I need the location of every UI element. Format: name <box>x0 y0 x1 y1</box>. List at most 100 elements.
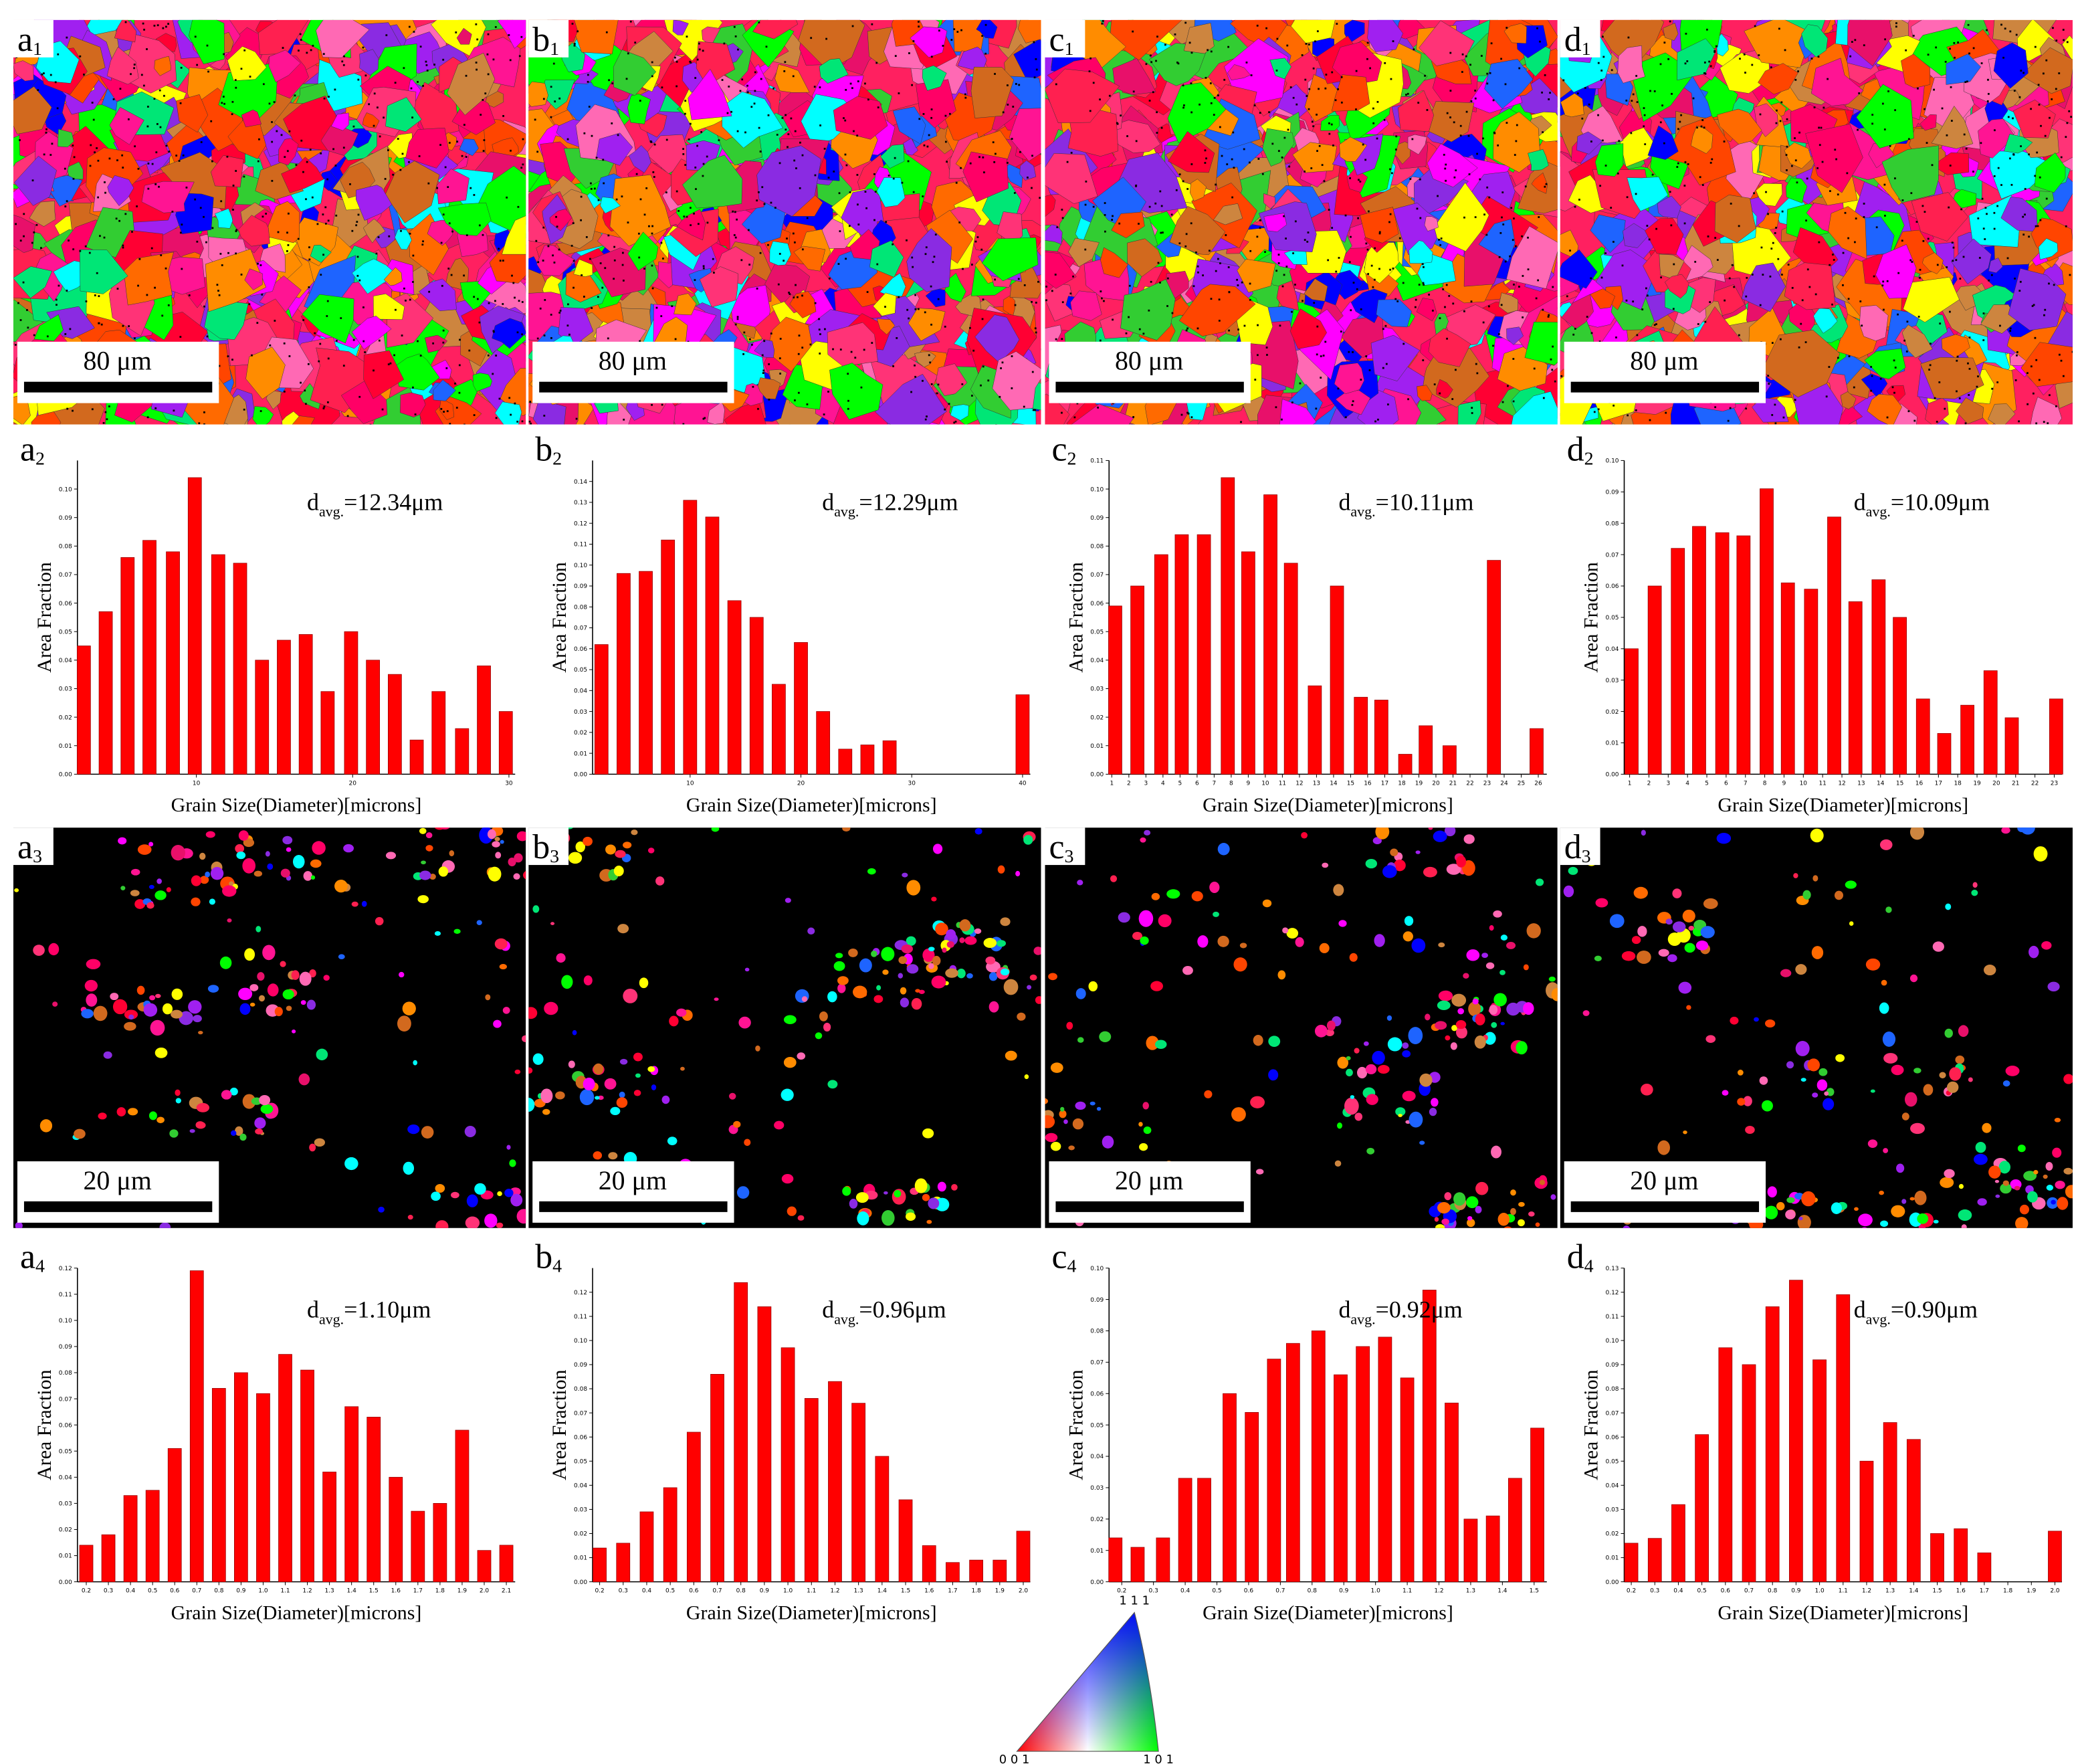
scale-bar-label: 80 μm <box>1115 346 1183 376</box>
unindexed-point <box>1197 271 1199 274</box>
unindexed-point <box>733 234 736 236</box>
grain <box>1657 1140 1670 1155</box>
unindexed-point <box>930 323 932 326</box>
unindexed-point <box>1924 108 1926 110</box>
grain <box>667 1137 678 1146</box>
grain <box>1446 864 1461 875</box>
grain <box>323 975 330 981</box>
grain <box>128 1108 138 1116</box>
grain <box>1035 996 1041 1004</box>
unindexed-point <box>954 420 957 423</box>
grain <box>942 947 947 953</box>
grain <box>359 49 379 76</box>
unindexed-point <box>1185 233 1188 235</box>
unindexed-point <box>1076 402 1079 405</box>
unindexed-point <box>759 151 762 153</box>
unindexed-point <box>1320 377 1322 379</box>
unindexed-point <box>444 166 447 169</box>
unindexed-point <box>1421 263 1424 266</box>
grain <box>881 947 895 961</box>
unindexed-point <box>1729 407 1732 409</box>
grain <box>931 896 937 902</box>
unindexed-point <box>543 334 546 336</box>
grain <box>1377 1064 1390 1074</box>
unindexed-point <box>1392 267 1394 270</box>
unindexed-point <box>1056 226 1059 229</box>
grain <box>2052 1147 2062 1158</box>
unindexed-point <box>2065 225 2067 227</box>
grain <box>421 1126 434 1139</box>
unindexed-point <box>1593 411 1596 413</box>
unindexed-point <box>394 82 397 84</box>
grain <box>922 1128 934 1139</box>
unindexed-point <box>2008 157 2011 160</box>
unindexed-point <box>49 154 52 156</box>
unindexed-point <box>211 160 213 163</box>
unindexed-point <box>440 407 443 410</box>
grain <box>1375 827 1390 840</box>
unindexed-point <box>750 106 753 108</box>
grain <box>1828 206 1867 260</box>
unindexed-point <box>907 160 910 163</box>
grain <box>514 1069 521 1074</box>
unindexed-point <box>1227 45 1230 48</box>
unindexed-point <box>1283 274 1285 276</box>
unindexed-point <box>1968 368 1971 370</box>
unindexed-point <box>573 260 575 262</box>
unindexed-point <box>2066 122 2069 124</box>
unindexed-point <box>2015 33 2018 36</box>
grain <box>1457 1007 1465 1015</box>
unindexed-point <box>136 205 138 207</box>
grain <box>876 177 906 207</box>
grain <box>236 852 246 860</box>
unindexed-point <box>1294 284 1296 286</box>
unindexed-point <box>1996 381 1999 383</box>
unindexed-point <box>72 409 74 412</box>
scale-bar <box>1055 1201 1244 1212</box>
unindexed-point <box>465 156 467 158</box>
unindexed-point <box>373 92 376 95</box>
unindexed-point <box>875 62 878 64</box>
grain <box>1944 1169 1955 1179</box>
unindexed-point <box>1061 411 1063 414</box>
panel-letter: a <box>17 828 33 866</box>
unindexed-point <box>1154 202 1157 205</box>
unindexed-point <box>694 77 697 79</box>
unindexed-point <box>1535 297 1538 300</box>
unindexed-point <box>1061 301 1064 304</box>
unindexed-point <box>856 134 859 137</box>
grain <box>235 1126 243 1136</box>
unindexed-point <box>698 42 700 45</box>
grain <box>93 1005 108 1021</box>
unindexed-point <box>590 187 593 190</box>
unindexed-point <box>1548 98 1550 100</box>
grain <box>1033 947 1041 955</box>
grain <box>932 844 943 854</box>
grain <box>1151 892 1160 900</box>
unindexed-point <box>1625 299 1628 302</box>
grain <box>1339 136 1368 162</box>
unindexed-point <box>980 384 982 387</box>
unindexed-point <box>384 178 387 180</box>
unindexed-point <box>613 278 615 280</box>
unindexed-point <box>1774 422 1777 425</box>
unindexed-point <box>580 195 583 198</box>
unindexed-point <box>1451 398 1454 400</box>
grain <box>494 837 500 842</box>
unindexed-point <box>88 252 91 254</box>
unindexed-point <box>2037 225 2039 227</box>
unindexed-point <box>2034 45 2037 48</box>
unindexed-point <box>925 246 928 249</box>
unindexed-point <box>463 124 465 126</box>
unindexed-point <box>322 53 325 56</box>
grain <box>124 1021 136 1031</box>
unindexed-point <box>463 274 465 277</box>
unindexed-point <box>27 326 29 329</box>
grain <box>855 1192 869 1203</box>
grain <box>488 866 502 882</box>
unindexed-point <box>1881 102 1884 105</box>
unindexed-point <box>1891 386 1894 389</box>
unindexed-point <box>306 52 308 54</box>
unindexed-point <box>94 151 96 154</box>
unindexed-point <box>1442 288 1445 290</box>
